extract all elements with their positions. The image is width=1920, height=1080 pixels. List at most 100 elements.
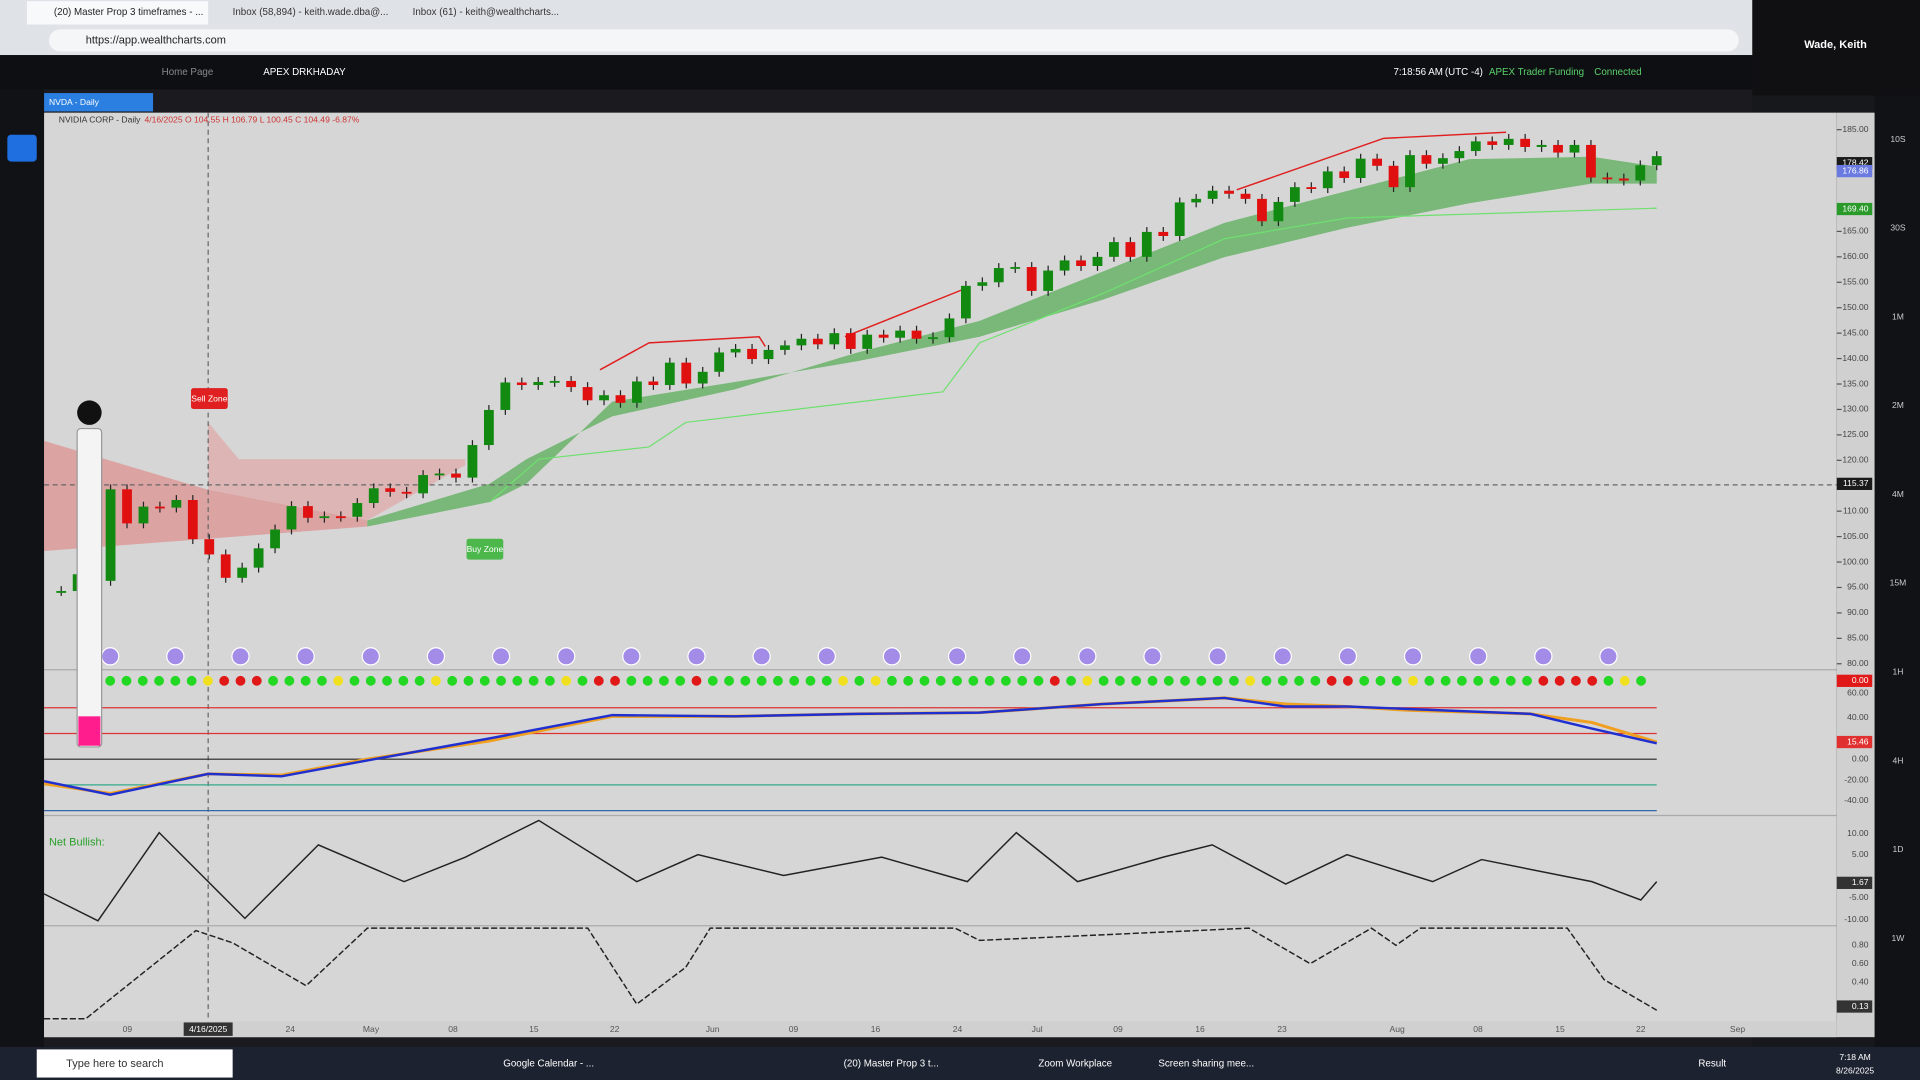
signal-dot bbox=[1245, 675, 1256, 686]
candle bbox=[516, 382, 527, 386]
tab-title[interactable]: (20) Master Prop 3 timeframes - ... bbox=[54, 7, 203, 18]
signal-dot bbox=[1603, 675, 1614, 686]
signal-dot bbox=[1098, 675, 1109, 686]
indicator-label: 15.46 bbox=[1847, 736, 1869, 746]
candle bbox=[895, 330, 905, 338]
app-tab[interactable]: Home Page bbox=[162, 67, 214, 78]
candle bbox=[1026, 267, 1037, 291]
event-marker bbox=[557, 647, 576, 666]
event-marker bbox=[296, 647, 315, 666]
search-text[interactable]: Type here to search bbox=[66, 1058, 163, 1070]
tool-palette[interactable] bbox=[76, 427, 103, 748]
signal-dot bbox=[1408, 675, 1418, 686]
app-tab[interactable]: APEX DRKHADAY bbox=[263, 67, 346, 78]
signal-dot bbox=[903, 675, 914, 686]
timeframe[interactable]: 2M bbox=[1892, 400, 1904, 410]
candle bbox=[253, 548, 264, 568]
timeframe[interactable]: 4M bbox=[1892, 489, 1904, 499]
taskbar-date[interactable]: 8/26/2025 bbox=[1836, 1066, 1874, 1076]
signal-dot bbox=[789, 675, 800, 686]
signal-dot bbox=[382, 675, 392, 686]
event-marker bbox=[1403, 647, 1423, 666]
timeframe[interactable]: 1W bbox=[1892, 933, 1906, 943]
price-tick-label: 125.00 bbox=[1842, 429, 1868, 439]
signal-dot bbox=[1619, 675, 1630, 686]
signal-dot bbox=[447, 675, 458, 686]
signal-dot bbox=[887, 675, 897, 686]
time-label: Aug bbox=[1390, 1024, 1405, 1034]
event-marker bbox=[1338, 647, 1358, 666]
event-marker bbox=[1078, 647, 1097, 666]
timeframe[interactable]: 1M bbox=[1892, 311, 1904, 321]
sell-zone bbox=[191, 388, 228, 409]
candle bbox=[993, 268, 1004, 283]
signal-dot bbox=[1294, 675, 1304, 686]
candle bbox=[385, 488, 396, 492]
symbol-tab[interactable] bbox=[44, 93, 154, 112]
signal-dot bbox=[1440, 675, 1451, 686]
search-box[interactable] bbox=[36, 1049, 233, 1078]
oscillator-3 bbox=[44, 927, 1658, 1020]
price-tag bbox=[1836, 477, 1873, 490]
candle bbox=[1059, 260, 1070, 271]
price-tick-label: 80.00 bbox=[1847, 658, 1869, 668]
address-bar[interactable] bbox=[48, 29, 1739, 52]
indicator-label: 0.13 bbox=[1852, 1001, 1869, 1011]
signal-dot bbox=[431, 675, 441, 686]
price-tick-label: 145.00 bbox=[1842, 327, 1868, 337]
tab-title[interactable]: Inbox (58,894) - keith.wade.dba@... bbox=[233, 7, 389, 18]
timeframe[interactable]: 4H bbox=[1892, 755, 1903, 765]
taskbar-app[interactable]: Zoom Workplace bbox=[1038, 1059, 1112, 1070]
video-tile bbox=[1752, 0, 1920, 96]
signal-dot bbox=[1587, 675, 1598, 686]
signal-dot bbox=[365, 675, 376, 686]
time-label: 15 bbox=[1555, 1024, 1565, 1034]
candle bbox=[187, 499, 198, 540]
url[interactable]: https://app.wealthcharts.com bbox=[86, 34, 226, 46]
symbol[interactable]: NVDA - Daily bbox=[49, 97, 100, 107]
event-marker bbox=[687, 647, 706, 666]
active-tab[interactable] bbox=[26, 1, 209, 25]
timeframe[interactable]: 10S bbox=[1890, 134, 1906, 144]
timeframe[interactable]: 15M bbox=[1890, 578, 1907, 588]
taskbar-clock[interactable]: 7:18 AM bbox=[1839, 1052, 1870, 1062]
cursor-date: 4/16/2025 bbox=[189, 1024, 227, 1034]
timeframe[interactable]: 30S bbox=[1890, 223, 1906, 233]
time-label: 24 bbox=[953, 1024, 963, 1034]
trend-lines bbox=[599, 131, 1507, 371]
signal-dot bbox=[1391, 675, 1402, 686]
price-tick-label: 120.00 bbox=[1842, 455, 1868, 465]
signal-dot bbox=[121, 675, 132, 686]
timeframe[interactable]: 1H bbox=[1892, 667, 1903, 677]
signal-dot bbox=[268, 675, 278, 686]
signal-dot bbox=[463, 675, 474, 686]
taskbar-app[interactable]: Screen sharing mee... bbox=[1158, 1059, 1254, 1070]
timeframe[interactable]: 1D bbox=[1892, 844, 1903, 854]
candle bbox=[401, 491, 412, 494]
signal-dot bbox=[626, 675, 637, 686]
osc-fast bbox=[43, 696, 1658, 796]
time-label: 09 bbox=[789, 1024, 799, 1034]
price-tick-label: 90.00 bbox=[1847, 607, 1869, 617]
signal-dots bbox=[101, 647, 1646, 686]
signal-dot bbox=[593, 675, 604, 686]
taskbar-result[interactable]: Result bbox=[1698, 1059, 1726, 1070]
candle bbox=[1355, 158, 1366, 179]
taskbar-app[interactable]: (20) Master Prop 3 t... bbox=[844, 1059, 939, 1070]
candle bbox=[171, 499, 182, 508]
color-swatch[interactable] bbox=[78, 716, 101, 746]
buy-zone-label: Buy Zone bbox=[467, 544, 504, 554]
tab-title[interactable]: Inbox (61) - keith@wealthcharts... bbox=[413, 7, 559, 18]
signal-dot bbox=[740, 675, 751, 686]
chart-area bbox=[44, 112, 1837, 1038]
palette-toggle[interactable] bbox=[77, 400, 102, 425]
candle bbox=[1010, 267, 1021, 269]
indicator-label: 10.00 bbox=[1847, 828, 1869, 838]
taskbar-app[interactable]: Google Calendar - ... bbox=[503, 1059, 594, 1070]
time-label: 22 bbox=[610, 1024, 620, 1034]
price-tick-label: 105.00 bbox=[1842, 531, 1868, 541]
signal-dot bbox=[528, 675, 539, 686]
candle bbox=[467, 445, 478, 478]
add-button[interactable] bbox=[7, 134, 37, 162]
signal-dot bbox=[610, 675, 620, 686]
